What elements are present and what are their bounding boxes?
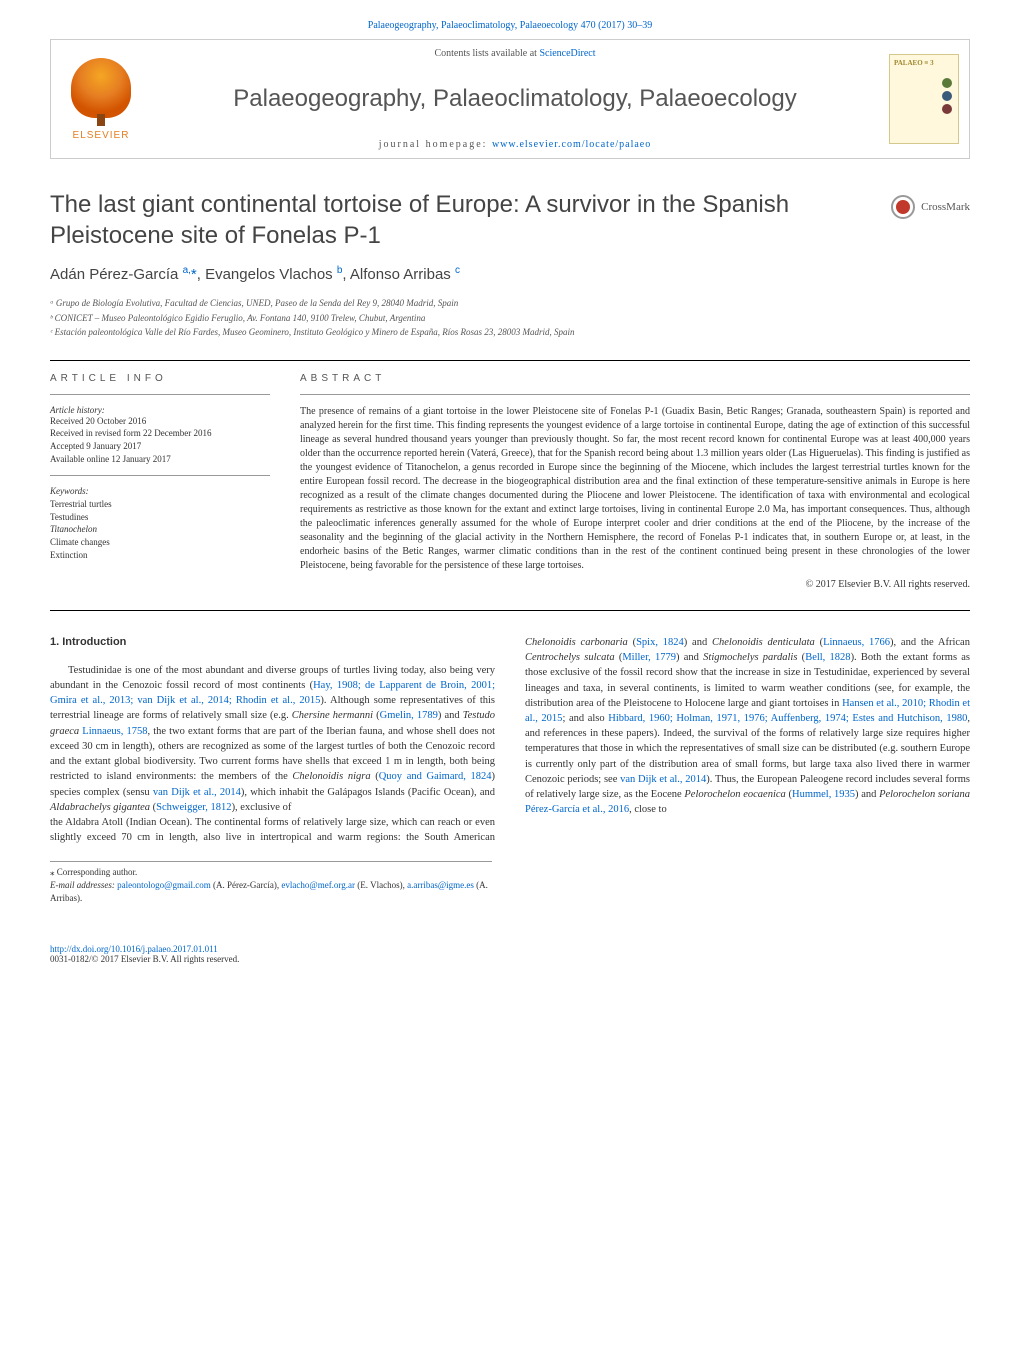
crossmark-icon [891,195,915,219]
abstract-heading: ABSTRACT [300,373,970,384]
body-columns: 1. Introduction Testudinidae is one of t… [50,635,970,846]
authors-line: Adán Pérez-García a,*, Evangelos Vlachos… [50,265,970,283]
keywords-label: Keywords: [50,486,270,496]
history-items: Received 20 October 2016Received in revi… [50,415,270,465]
article-info-heading: ARTICLE INFO [50,373,270,384]
meta-abstract-row: ARTICLE INFO Article history: Received 2… [50,373,970,590]
keyword-item: Climate changes [50,536,270,549]
title-row: The last giant continental tortoise of E… [50,189,970,251]
info-rule-1 [50,394,270,395]
keyword-item: Extinction [50,549,270,562]
article-title: The last giant continental tortoise of E… [50,189,871,251]
affiliation-line: ᶜ Estación paleontológica Valle del Río … [50,326,970,340]
footnotes: ⁎ Corresponding author. E-mail addresses… [50,861,492,904]
abstract-col: ABSTRACT The presence of remains of a gi… [300,373,970,590]
crossmark-label: CrossMark [921,201,970,213]
keyword-item: Titanochelon [50,523,270,536]
corresponding-note: ⁎ Corresponding author. [50,866,492,879]
bottom-rule [50,610,970,611]
homepage-label: journal homepage: [379,139,492,150]
history-item: Accepted 9 January 2017 [50,440,270,453]
abstract-text: The presence of remains of a giant torto… [300,405,970,573]
crossmark-badge[interactable]: CrossMark [891,189,970,219]
keyword-item: Testudines [50,511,270,524]
affiliation-line: ᵇ CONICET – Museo Paleontológico Egidio … [50,312,970,326]
cover-dot-3 [942,104,952,114]
affiliations: ᵃ Grupo de Biología Evolutiva, Facultad … [50,297,970,340]
keyword-item: Terrestrial turtles [50,498,270,511]
abstract-copyright: © 2017 Elsevier B.V. All rights reserved… [300,579,970,590]
email-label: E-mail addresses: [50,880,117,890]
cover-title-text: PALAEO ≡ 3 [894,59,954,67]
journal-title: Palaeogeography, Palaeoclimatology, Pala… [171,85,859,113]
contents-line: Contents lists available at ScienceDirec… [171,48,859,59]
article-info-col: ARTICLE INFO Article history: Received 2… [50,373,270,590]
email-line: E-mail addresses: paleontologo@gmail.com… [50,879,492,904]
publisher-logo[interactable]: ELSEVIER [51,40,151,158]
journal-cover-thumb[interactable]: PALAEO ≡ 3 [879,40,969,158]
history-label: Article history: [50,405,270,415]
citation-link[interactable]: Palaeogeography, Palaeoclimatology, Pala… [368,20,652,31]
cover-dot-1 [942,78,952,88]
history-item: Received 20 October 2016 [50,415,270,428]
keyword-items: Terrestrial turtlesTestudinesTitanochelo… [50,498,270,561]
info-rule-2 [50,475,270,476]
history-item: Available online 12 January 2017 [50,453,270,466]
abstract-rule [300,394,970,395]
journal-homepage: journal homepage: www.elsevier.com/locat… [171,139,859,150]
history-item: Received in revised form 22 December 201… [50,427,270,440]
contents-prefix: Contents lists available at [434,48,539,59]
publisher-name: ELSEVIER [73,130,130,141]
cover-dots [942,75,952,117]
intro-heading: 1. Introduction [50,635,495,651]
affiliation-line: ᵃ Grupo de Biología Evolutiva, Facultad … [50,297,970,311]
running-head: Palaeogeography, Palaeoclimatology, Pala… [50,20,970,31]
issn-copyright: 0031-0182/© 2017 Elsevier B.V. All right… [50,954,970,964]
homepage-link[interactable]: www.elsevier.com/locate/palaeo [492,139,651,150]
elsevier-tree-icon [71,58,131,118]
header-center: Contents lists available at ScienceDirec… [151,40,879,158]
journal-header-bar: ELSEVIER Contents lists available at Sci… [50,39,970,159]
doi-link[interactable]: http://dx.doi.org/10.1016/j.palaeo.2017.… [50,944,218,954]
top-rule [50,360,970,361]
cover-image: PALAEO ≡ 3 [889,54,959,144]
body-para-1: Testudinidae is one of the most abundant… [50,663,495,815]
cover-dot-2 [942,91,952,101]
footer: http://dx.doi.org/10.1016/j.palaeo.2017.… [50,944,970,964]
sciencedirect-link[interactable]: ScienceDirect [539,48,595,59]
